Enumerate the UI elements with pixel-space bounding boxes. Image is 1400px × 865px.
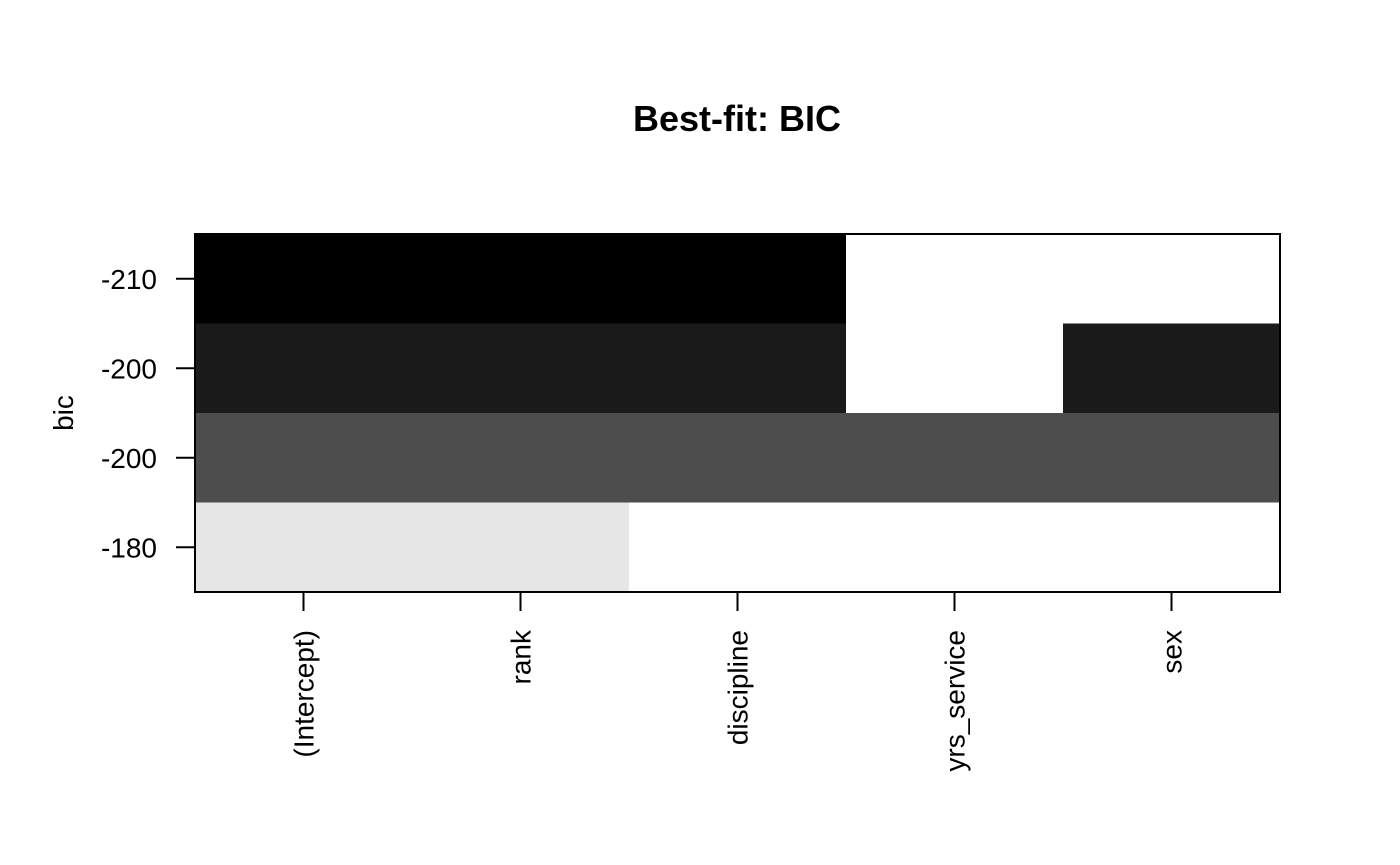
heatmap-cell xyxy=(629,502,847,593)
heatmap-cell xyxy=(846,234,1064,325)
heatmap-cell xyxy=(1063,502,1281,593)
x-tick-label: discipline xyxy=(723,630,754,745)
x-tick-label: rank xyxy=(506,629,537,684)
heatmap-cell xyxy=(846,323,1064,414)
heatmap-cell xyxy=(629,234,847,325)
y-tick-label: -200 xyxy=(101,353,157,384)
heatmap-cell xyxy=(412,413,630,504)
heatmap-cell xyxy=(412,502,630,593)
y-axis: -210 -200 -200 -180 xyxy=(101,264,195,563)
heatmap-cell xyxy=(195,323,413,414)
heatmap-cell xyxy=(1063,413,1281,504)
heatmap-cell xyxy=(629,413,847,504)
x-axis: (Intercept) rank discipline yrs_service sex xyxy=(289,592,1188,772)
heatmap-cell xyxy=(1063,234,1281,325)
heatmap-cell xyxy=(1063,323,1281,414)
x-tick-label: sex xyxy=(1157,630,1188,674)
heatmap-cell xyxy=(195,413,413,504)
heatmap-cells xyxy=(195,234,1281,593)
heatmap-cell xyxy=(195,234,413,325)
heatmap-cell xyxy=(629,323,847,414)
x-tick-label: (Intercept) xyxy=(289,630,320,758)
y-axis-label: bic xyxy=(48,395,79,431)
heatmap-cell xyxy=(846,502,1064,593)
y-tick-label: -210 xyxy=(101,264,157,295)
y-tick-label: -200 xyxy=(101,443,157,474)
x-tick-label: yrs_service xyxy=(940,630,971,772)
heatmap-cell xyxy=(846,413,1064,504)
heatmap-cell xyxy=(412,323,630,414)
heatmap-cell xyxy=(195,502,413,593)
heatmap-cell xyxy=(412,234,630,325)
y-tick-label: -180 xyxy=(101,532,157,563)
chart-title: Best-fit: BIC xyxy=(633,98,841,139)
